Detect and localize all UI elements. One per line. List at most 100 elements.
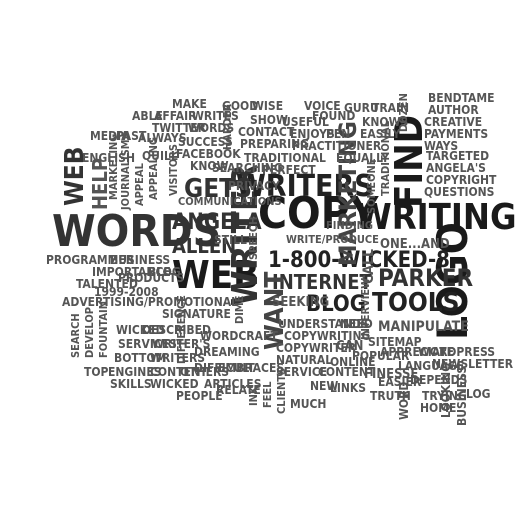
word-wicked-2: WICKED bbox=[150, 377, 199, 391]
word-language: LANGUAGE bbox=[398, 359, 465, 373]
word-importance: IMPORTANCE bbox=[92, 265, 171, 279]
word-develop-vertical: DEVELOP bbox=[83, 307, 96, 358]
word-wise: WISE bbox=[252, 99, 284, 113]
word-journalism-vertical: JOURNALISM bbox=[119, 139, 132, 210]
word-business: BUSINESS bbox=[110, 253, 171, 267]
word-found: FOUND bbox=[312, 109, 356, 123]
word-creative: CREATIVE bbox=[424, 115, 483, 129]
word-angelas: ANGELA'S bbox=[426, 161, 486, 175]
word-contact: CONTACT bbox=[238, 125, 295, 139]
word-one-and: ONE...AND bbox=[380, 237, 450, 252]
word-privacy: PRIVACY bbox=[228, 179, 280, 193]
word-know: KNOW bbox=[190, 159, 229, 173]
word-equally: EQUALLY bbox=[336, 151, 390, 165]
word-enjoys: ENJOYS bbox=[290, 127, 335, 141]
word-clients-vertical: CLIENTS bbox=[275, 367, 288, 414]
word-twitter: TWITTER bbox=[152, 121, 206, 135]
word-understands: UNDERSTANDS bbox=[278, 317, 369, 331]
word-links: LINKS bbox=[330, 381, 367, 395]
word-products: PRODUCTS bbox=[118, 271, 185, 285]
word-can: CAN bbox=[336, 339, 364, 354]
word-practitioner: PRACTITIONER bbox=[292, 139, 382, 153]
word-fountain-vertical: FOUNTAIN bbox=[97, 300, 110, 358]
word-writes: WRITES bbox=[192, 109, 239, 123]
word-gets: GETS bbox=[184, 174, 252, 204]
word-guru: GURU bbox=[344, 101, 379, 115]
word-manipulate: MANIPULATE bbox=[378, 319, 469, 335]
word-skills: SKILLS bbox=[110, 377, 152, 391]
word-home: HOME bbox=[420, 401, 457, 415]
word-copywriter: COPYWRITER bbox=[276, 341, 357, 355]
word-parker: PARKER bbox=[378, 264, 474, 292]
word-easier: EASIER bbox=[378, 375, 422, 389]
word-facebook: FACEBOOK bbox=[176, 147, 241, 161]
word-people: PEOPLE bbox=[176, 389, 223, 403]
word-writing: WRITING bbox=[356, 197, 517, 238]
word-affair: AFFAIR bbox=[154, 109, 197, 123]
word-knows: KNOWS bbox=[362, 115, 409, 129]
word-natural: NATURAL bbox=[276, 353, 333, 367]
word-blog-large: BLOG bbox=[306, 292, 366, 317]
word-bottom: BOTTOM bbox=[114, 351, 167, 365]
word-dime-vertical: DIME bbox=[233, 295, 246, 324]
word-others: OTHERS bbox=[180, 365, 230, 379]
word-much: MUCH bbox=[290, 397, 327, 411]
word-author: AUTHOR bbox=[428, 103, 479, 117]
word-internet: INTERNET bbox=[272, 270, 372, 294]
word-sitemap: SITEMAP bbox=[368, 335, 422, 349]
word-depends: DEPENDS bbox=[410, 373, 468, 387]
word-searching: SEARCHING bbox=[212, 161, 283, 175]
word-feel-vertical: FEEL bbox=[261, 381, 274, 408]
word-able: ABLE bbox=[132, 109, 163, 123]
word-service: SERVICE bbox=[276, 365, 328, 379]
word-always: ALWAYS bbox=[138, 131, 187, 145]
word-services: SERVICES bbox=[118, 337, 177, 351]
word-pen: PEN bbox=[326, 127, 351, 141]
word-words-large: WORDS bbox=[52, 206, 222, 257]
word-articles: ARTICLES bbox=[204, 377, 262, 391]
word-preparing: PREPARING bbox=[240, 137, 309, 151]
word-targeted: TARGETED bbox=[426, 149, 490, 163]
word-good: GOOD bbox=[222, 99, 259, 113]
word-online: ONLINE bbox=[330, 355, 376, 369]
word-writers: WRITERS bbox=[236, 169, 374, 204]
word-web-large: WEB bbox=[172, 253, 260, 297]
word-appeal-vertical: APPEAL bbox=[133, 163, 146, 206]
word-truth: TRUTH bbox=[370, 389, 411, 403]
word-phone: 1-800-WICKED-8 bbox=[268, 248, 450, 273]
word-relate: RELATE bbox=[216, 383, 261, 397]
word-traditional-top: TRADITIONAL bbox=[244, 151, 326, 165]
word-engines: ENGINES bbox=[108, 365, 162, 379]
word-content-2: CONTENT bbox=[150, 365, 208, 379]
word-search-vertical: SEARCH bbox=[69, 313, 82, 358]
word-programmer: PROGRAMMER bbox=[46, 253, 135, 267]
word-still: STILL bbox=[214, 233, 247, 247]
word-show: SHOW bbox=[250, 113, 288, 127]
word-angela: ANGELA bbox=[172, 210, 262, 235]
word-communications: COMMUNICATIONS bbox=[178, 195, 282, 208]
word-allen: ALLEN bbox=[172, 234, 237, 258]
word-blog-left: BLOG bbox=[148, 265, 181, 279]
word-appealing-vertical: APPEALING bbox=[147, 137, 160, 200]
word-described: DESCRIBED bbox=[142, 323, 211, 337]
word-past: PAST bbox=[116, 129, 147, 143]
word-interview-vertical: INTERVIEW bbox=[359, 277, 372, 340]
word-writers-small: WRITERS bbox=[150, 351, 206, 365]
word-wordcraft: WORDCRAFT bbox=[200, 329, 278, 343]
word-tools: TOOLS bbox=[372, 288, 460, 318]
word-looking-vertical: LOOKING bbox=[439, 362, 453, 418]
word-copy: COPY bbox=[258, 188, 379, 239]
word-years: 1999-2008 bbox=[94, 285, 159, 299]
word-new: NEW bbox=[310, 379, 339, 393]
word-ways: WAYS bbox=[424, 139, 459, 153]
word-talented: TALENTED bbox=[76, 277, 138, 291]
word-log: LOG bbox=[466, 387, 491, 401]
word-difference-vertical: DIFFERENCE bbox=[175, 295, 188, 364]
word-copyright: COPYRIGHT bbox=[426, 173, 497, 187]
word-finding: FINDING bbox=[326, 219, 374, 232]
word-word-vertical: WORD bbox=[397, 381, 411, 420]
word-speech-vertical: SPEECH bbox=[247, 216, 260, 260]
word-finesse: FINESSE bbox=[364, 367, 419, 382]
word-success: SUCCESS bbox=[178, 135, 233, 149]
word-perfect: PERFECT bbox=[262, 163, 316, 177]
